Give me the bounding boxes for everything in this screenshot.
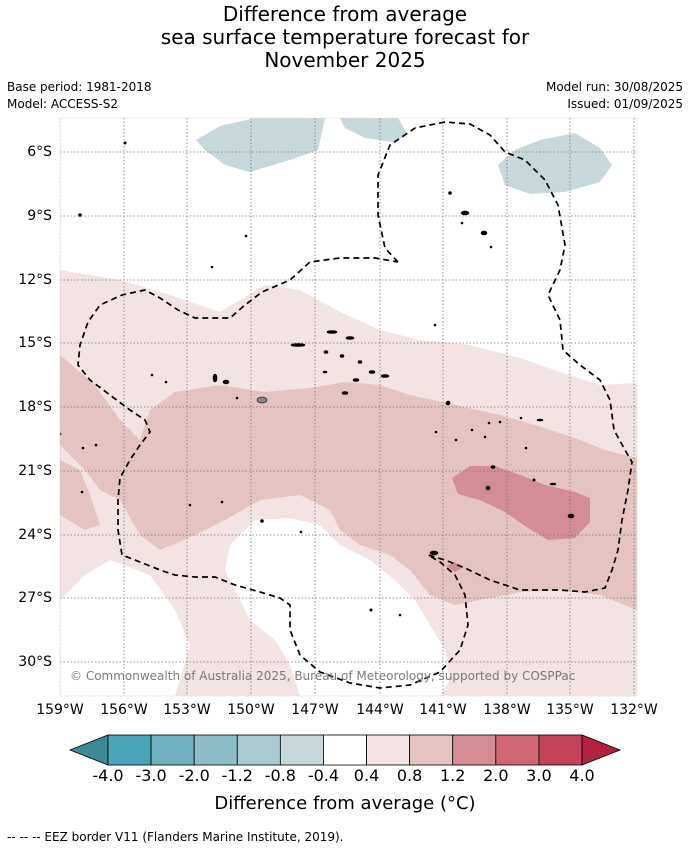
colorbar-bin [452, 734, 497, 766]
eez-footnote: -- -- -- EEZ border V11 (Flanders Marine… [7, 830, 344, 844]
colorbar-bin [236, 734, 281, 766]
colorbar-label: 1.2 [439, 766, 466, 785]
title-line-3: November 2025 [264, 48, 426, 72]
warm-anomaly-small [446, 562, 462, 572]
meta-right: Model run: 30/08/2025 Issued: 01/09/2025 [546, 79, 683, 113]
title-line-1: Difference from average [222, 2, 468, 26]
colorbar-bin [366, 734, 411, 766]
colorbar-label: -2.0 [178, 766, 210, 785]
x-tick-label: 144°W [356, 702, 404, 718]
warm-anomaly-medium [60, 355, 637, 610]
x-tick-label: 156°W [100, 702, 148, 718]
colorbar-extend-high [581, 734, 622, 766]
colorbar-label: -0.8 [264, 766, 296, 785]
warm-anomaly-medium-west [60, 460, 100, 530]
colorbar-bin [150, 734, 195, 766]
issued-date: Issued: 01/09/2025 [567, 97, 683, 111]
colorbar-bin [107, 734, 152, 766]
cool-anomaly-north-center [340, 118, 408, 142]
colorbar-label: -3.0 [135, 766, 167, 785]
y-tick-label: 6°S [27, 144, 52, 160]
neutral-patch-south [225, 518, 450, 696]
colorbar-bin [495, 734, 540, 766]
colorbar-bin [279, 734, 324, 766]
y-tick-label: 24°S [18, 527, 52, 543]
islands [60, 141, 575, 617]
colorbar-bin [193, 734, 238, 766]
y-tick-label: 12°S [18, 272, 52, 288]
colorbar [68, 734, 622, 766]
x-tick-label: 138°W [483, 702, 531, 718]
y-tick-label: 30°S [18, 654, 52, 670]
cool-anomaly-north-east [498, 133, 612, 194]
base-period: Base period: 1981-2018 [7, 80, 152, 94]
map-plot-area [60, 118, 637, 696]
x-tick-label: 147°W [291, 702, 339, 718]
colorbar-label: -4.0 [92, 766, 124, 785]
colorbar-label: 0.8 [396, 766, 423, 785]
copyright-notice: © Commonwealth of Australia 2025, Bureau… [70, 669, 576, 683]
cool-anomaly-north-west [196, 118, 325, 172]
colorbar-label: 2.0 [483, 766, 509, 785]
y-tick-label: 27°S [18, 590, 52, 606]
colorbar-bin [323, 734, 367, 766]
colorbar-label: -0.4 [307, 766, 340, 785]
graticule [60, 118, 637, 696]
y-tick-label: 21°S [18, 463, 52, 479]
colorbar-bin [409, 734, 454, 766]
colorbar-label: 0.4 [353, 766, 380, 785]
meta-left: Base period: 1981-2018 Model: ACCESS-S2 [7, 79, 152, 113]
model-name: Model: ACCESS-S2 [7, 97, 119, 111]
colorbar-title: Difference from average (°C) [214, 793, 476, 814]
y-tick-label: 18°S [18, 399, 52, 415]
model-run: Model run: 30/08/2025 [545, 80, 683, 94]
colorbar-label: 4.0 [569, 766, 595, 785]
x-tick-label: 150°W [227, 702, 275, 718]
x-tick-label: 153°W [163, 702, 211, 718]
x-tick-label: 135°W [546, 702, 594, 718]
map-title: Difference from average sea surface temp… [0, 3, 690, 72]
y-tick-label: 15°S [18, 335, 52, 351]
warm-anomaly-strong [452, 466, 590, 540]
x-tick-label: 141°W [419, 702, 467, 718]
eez-border [77, 121, 633, 689]
x-tick-label: 132°W [610, 702, 658, 718]
colorbar-bin [538, 734, 583, 766]
title-line-2: sea surface temperature forecast for [160, 25, 530, 49]
colorbar-extend-low [68, 734, 109, 766]
x-tick-label: 159°W [36, 702, 84, 718]
colorbar-label: 3.0 [526, 766, 552, 785]
colorbar-label: -1.2 [221, 766, 253, 785]
y-tick-label: 9°S [27, 208, 52, 224]
map-frame [59, 117, 638, 697]
